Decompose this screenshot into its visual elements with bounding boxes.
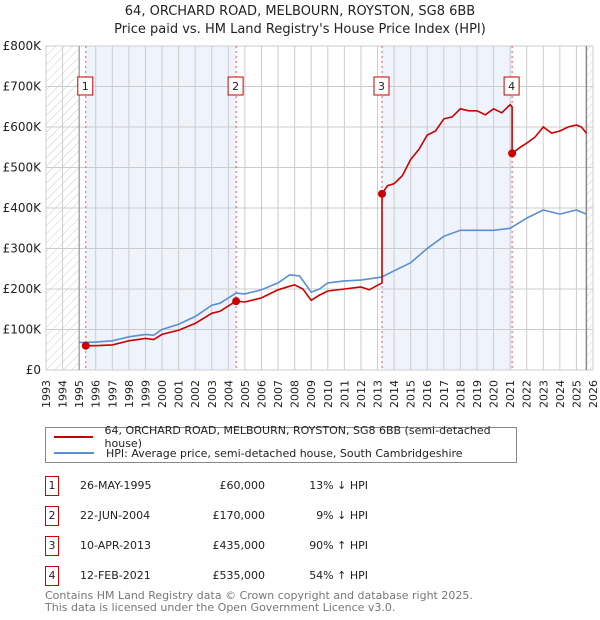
transaction-label: 2 <box>232 80 239 93</box>
transaction-number: 4 <box>45 566 59 586</box>
y-tick-label: £700K <box>3 80 43 94</box>
transaction-number: 1 <box>45 476 59 496</box>
transaction-marker <box>232 297 241 306</box>
x-tick-label: 1999 <box>139 380 152 408</box>
property-price-line <box>85 103 588 347</box>
chart-title: 64, ORCHARD ROAD, MELBOURN, ROYSTON, SG8… <box>124 4 476 19</box>
x-tick-label: 2018 <box>454 380 467 408</box>
x-tick-label: 2001 <box>173 380 186 408</box>
y-tick-label: £200K <box>3 282 43 296</box>
table-row: 3 10-APR-2013 £435,000 90% ↑ HPI <box>0 536 600 556</box>
transaction-date: 10-APR-2013 <box>80 539 152 552</box>
transaction-price: £535,000 <box>212 569 266 582</box>
legend-item-hpi: HPI: Average price, semi-detached house,… <box>54 445 463 461</box>
transaction-marker <box>508 149 517 158</box>
x-tick-label: 2011 <box>338 380 351 408</box>
x-tick-label: 2017 <box>438 380 451 408</box>
transaction-label-box <box>77 76 94 96</box>
transaction-date: 22-JUN-2004 <box>80 509 151 522</box>
transaction-marker <box>377 189 386 198</box>
y-tick-label: £500K <box>3 161 43 175</box>
transaction-label: 1 <box>82 80 89 93</box>
x-tick-label: 2014 <box>388 380 401 408</box>
x-tick-label: 2020 <box>488 380 501 408</box>
y-tick-label: £800K <box>3 39 43 53</box>
price-chart: 1993 1994 1995 1996 1997 1998 1999 2000 2001 2002… <box>3 39 600 408</box>
transaction-hpi: 9% ↓ HPI <box>316 509 368 522</box>
y-tick-label: £400K <box>3 201 43 215</box>
x-tick-label: 1998 <box>123 380 136 408</box>
y-tick-label: £0 <box>26 363 41 377</box>
transaction-price: £170,000 <box>212 509 266 522</box>
y-tick-label: £300K <box>3 242 43 256</box>
x-tick-label: 2015 <box>405 380 418 408</box>
transaction-marker <box>81 341 90 350</box>
y-tick-label: £100K <box>3 323 43 337</box>
x-tick-label: 2025 <box>570 380 583 408</box>
x-tick-label: 2005 <box>239 380 252 408</box>
transaction-number: 3 <box>45 536 59 556</box>
legend-item-property: 64, ORCHARD ROAD, MELBOURN, ROYSTON, SG8… <box>54 424 516 450</box>
transaction-label: 3 <box>378 80 385 93</box>
x-tick-label: 1993 <box>40 380 53 408</box>
transaction-hpi: 90% ↑ HPI <box>309 539 368 552</box>
x-tick-label: 1996 <box>90 380 103 408</box>
legend-swatch-red <box>54 436 93 438</box>
x-tick-label: 2019 <box>471 380 484 408</box>
x-tick-label: 2022 <box>521 380 534 408</box>
x-tick-label: 2007 <box>272 380 285 408</box>
x-tick-label: 2006 <box>255 380 268 408</box>
x-tick-label: 2004 <box>222 380 235 408</box>
transaction-date: 12-FEB-2021 <box>80 569 151 582</box>
table-row: 1 26-MAY-1995 £60,000 13% ↓ HPI <box>0 476 600 496</box>
transaction-label-box <box>373 76 390 96</box>
legend-swatch-blue <box>54 452 94 454</box>
x-tick-label: 1994 <box>57 380 70 408</box>
legend-label: 64, ORCHARD ROAD, MELBOURN, ROYSTON, SG8… <box>104 424 491 450</box>
y-tick-label: £600K <box>3 120 43 134</box>
x-tick-label: 2009 <box>305 380 318 408</box>
x-tick-label: 2012 <box>355 380 368 408</box>
table-row: 4 12-FEB-2021 £535,000 54% ↑ HPI <box>0 566 600 586</box>
x-tick-label: 2016 <box>421 380 434 408</box>
x-tick-label: 2026 <box>587 380 600 408</box>
transaction-date: 26-MAY-1995 <box>80 479 152 492</box>
transaction-label-box <box>503 76 520 96</box>
transaction-price: £435,000 <box>212 539 266 552</box>
x-tick-label: 1997 <box>106 380 119 408</box>
transaction-label: 4 <box>508 80 515 93</box>
transaction-hpi: 13% ↓ HPI <box>309 479 368 492</box>
x-tick-label: 2003 <box>206 380 219 408</box>
transaction-price: £60,000 <box>219 479 266 492</box>
footer-licence: This data is licensed under the Open Gov… <box>45 601 396 614</box>
x-tick-label: 2013 <box>372 380 385 408</box>
x-tick-label: 2000 <box>156 380 169 408</box>
transaction-number: 2 <box>45 506 59 526</box>
x-tick-label: 2024 <box>554 380 567 408</box>
chart-subtitle: Price paid vs. HM Land Registry's House … <box>114 22 486 37</box>
table-row: 2 22-JUN-2004 £170,000 9% ↓ HPI <box>0 506 600 526</box>
transaction-hpi: 54% ↑ HPI <box>309 569 368 582</box>
x-tick-label: 2021 <box>504 380 517 408</box>
x-tick-label: 2002 <box>189 380 202 408</box>
hpi-line <box>79 209 587 344</box>
x-tick-label: 2023 <box>537 380 550 408</box>
legend-label: HPI: Average price, semi-detached house,… <box>106 446 463 460</box>
legend: 64, ORCHARD ROAD, MELBOURN, ROYSTON, SG8… <box>45 424 517 463</box>
x-tick-label: 2008 <box>289 380 302 408</box>
x-tick-label: 1995 <box>73 380 86 408</box>
x-tick-label: 2010 <box>322 380 335 408</box>
transaction-label-box <box>227 76 244 96</box>
footer-copyright: Contains HM Land Registry data © Crown c… <box>45 589 473 602</box>
